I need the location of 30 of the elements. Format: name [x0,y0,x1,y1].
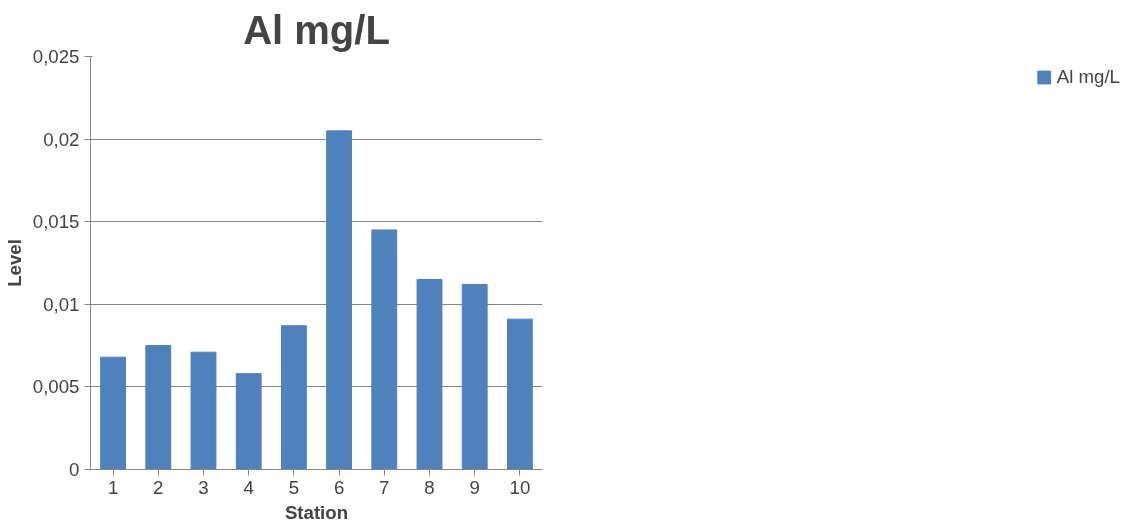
bar [235,373,262,470]
x-tick-label: 8 [424,476,435,498]
bar [416,279,443,470]
bar [280,325,307,470]
chart-title: Al mg/L [243,7,390,52]
x-tick-label: 2 [153,476,164,498]
bar [100,356,127,470]
x-tick-label: 6 [333,476,345,498]
x-tick-label: 10 [509,476,531,498]
y-tick-label: 0,025 [32,46,80,67]
y-tick-label: 0,015 [32,211,80,233]
bar [461,283,488,470]
bar [145,345,172,470]
x-tick-label: 1 [107,476,119,498]
bar [506,318,533,470]
y-axis-title: Level [3,239,25,287]
x-axis-title: Station [284,501,349,523]
x-tick-label: 4 [243,476,254,498]
x-tick-label: 3 [198,476,209,498]
y-tick-label: 0,02 [43,128,80,150]
bar [326,130,353,470]
x-tick-label: 5 [288,476,300,498]
legend-label: Al mg/L [1056,66,1120,88]
bar [371,229,398,470]
y-tick-label: 0,005 [32,376,80,398]
x-tick-label: 9 [469,476,480,498]
x-tick-label: 7 [379,476,390,498]
bar [190,351,217,470]
y-tick-label: 0 [69,459,80,480]
y-tick-label: 0,01 [43,293,80,315]
